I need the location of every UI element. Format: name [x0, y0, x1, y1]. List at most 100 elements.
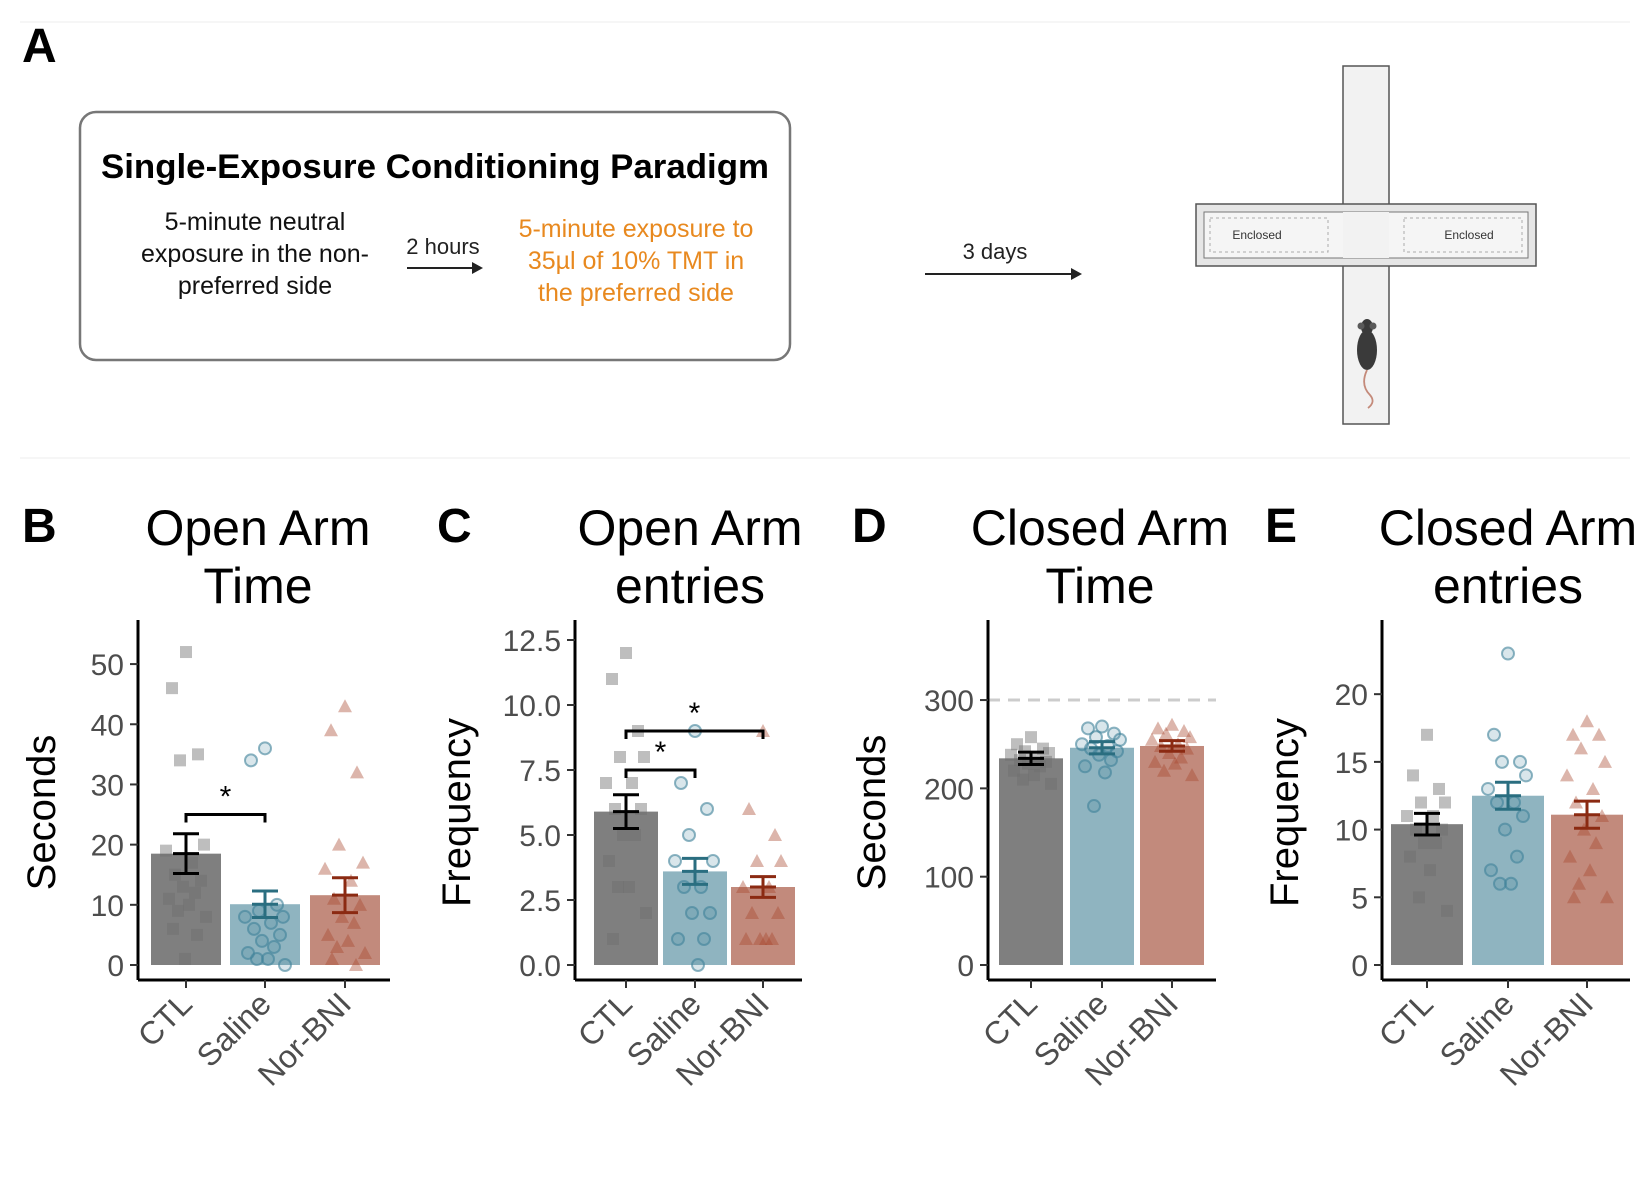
bar-ctl	[594, 811, 658, 965]
data-point	[1510, 849, 1524, 864]
data-point	[172, 904, 184, 917]
data-point	[1436, 823, 1448, 836]
data-point	[1401, 810, 1413, 823]
step2-line-3: the preferred side	[538, 279, 734, 307]
y-tick-label: 7.5	[519, 755, 561, 788]
data-point	[745, 906, 759, 919]
y-axis-label: Seconds	[850, 735, 894, 891]
y-axis-label: Seconds	[20, 735, 64, 891]
data-point	[1183, 730, 1197, 744]
data-point	[1025, 731, 1037, 744]
data-point	[1045, 777, 1057, 790]
data-point	[614, 751, 626, 763]
data-point	[607, 933, 619, 945]
data-point	[671, 932, 685, 946]
data-point	[739, 932, 753, 945]
data-point	[674, 776, 688, 790]
data-point	[1185, 768, 1199, 782]
data-point	[682, 828, 696, 842]
data-point	[200, 910, 212, 923]
data-point	[338, 699, 352, 713]
data-point	[629, 829, 641, 841]
data-point	[1598, 754, 1612, 768]
data-point	[1572, 876, 1586, 890]
y-tick-label: 50	[91, 649, 124, 682]
data-point	[1484, 863, 1498, 878]
data-point	[356, 855, 370, 869]
data-point	[635, 803, 647, 815]
data-point	[603, 855, 615, 867]
y-tick-label: 100	[924, 862, 974, 895]
data-point	[600, 777, 612, 789]
y-tick-label: 20	[91, 830, 124, 863]
bar-nor-bni	[1551, 814, 1623, 965]
significance-bracket	[624, 729, 765, 739]
step1-line-3: preferred side	[178, 272, 332, 300]
data-point	[160, 844, 172, 857]
data-point	[327, 891, 341, 905]
data-point	[1566, 727, 1580, 741]
data-point	[324, 723, 338, 737]
chart-panel-e: E Closed ArmentriesFrequency05101520CTLSa…	[1263, 500, 1637, 1093]
data-point	[344, 873, 358, 887]
data-point	[1151, 721, 1165, 735]
data-point	[623, 881, 635, 893]
data-point	[321, 927, 335, 941]
step1-line-2: exposure in the non-	[141, 240, 369, 268]
data-point	[1168, 756, 1182, 770]
data-point	[177, 880, 189, 893]
data-point	[349, 958, 363, 971]
y-tick-label: 10	[91, 890, 124, 923]
data-point	[358, 945, 372, 959]
arrow-1-head-icon	[472, 262, 483, 274]
data-point	[606, 673, 618, 685]
data-point	[1563, 849, 1577, 863]
paradigm-title: Single-Exposure Conditioning Paradigm	[101, 148, 769, 186]
data-point	[1498, 822, 1512, 837]
data-point	[1098, 765, 1112, 780]
data-point	[183, 898, 195, 911]
data-point	[1008, 764, 1020, 777]
data-point	[668, 854, 682, 868]
data-point	[736, 880, 750, 893]
data-point	[694, 880, 708, 894]
data-point	[1177, 723, 1191, 737]
data-point	[347, 915, 361, 929]
significance-star: *	[689, 697, 701, 730]
significance-star: *	[220, 781, 232, 814]
y-axis-label: Frequency	[435, 718, 479, 907]
data-point	[1028, 769, 1040, 782]
data-point	[1165, 717, 1179, 731]
data-point	[1174, 750, 1188, 764]
data-point	[1017, 773, 1029, 786]
data-point	[685, 906, 699, 920]
data-point	[1043, 747, 1055, 760]
step2-line-2: 35µl of 10% TMT in	[528, 247, 744, 275]
data-point	[180, 646, 192, 659]
chart-title-line: entries	[615, 558, 765, 614]
data-point	[179, 952, 191, 965]
chart-title-line: Time	[203, 558, 312, 614]
data-point	[1600, 890, 1614, 904]
data-point	[267, 939, 281, 954]
arrow-2-head-icon	[1071, 268, 1082, 280]
data-point	[195, 874, 207, 887]
data-point	[166, 682, 178, 695]
data-point	[697, 932, 711, 946]
data-point	[765, 932, 779, 945]
x-category-label: CTL	[1372, 985, 1440, 1053]
maze-label-left: Enclosed	[1232, 228, 1281, 242]
chart-title-line: Open Arm	[577, 500, 802, 556]
data-point	[1441, 904, 1453, 917]
y-tick-label: 12.5	[503, 625, 561, 658]
data-point	[640, 907, 652, 919]
data-point	[1433, 782, 1445, 795]
data-point	[1490, 795, 1504, 810]
data-point	[1507, 795, 1521, 810]
data-point	[753, 932, 767, 945]
data-point	[1157, 763, 1171, 777]
data-point	[238, 909, 252, 924]
data-point	[626, 777, 638, 789]
data-point	[1583, 863, 1597, 877]
